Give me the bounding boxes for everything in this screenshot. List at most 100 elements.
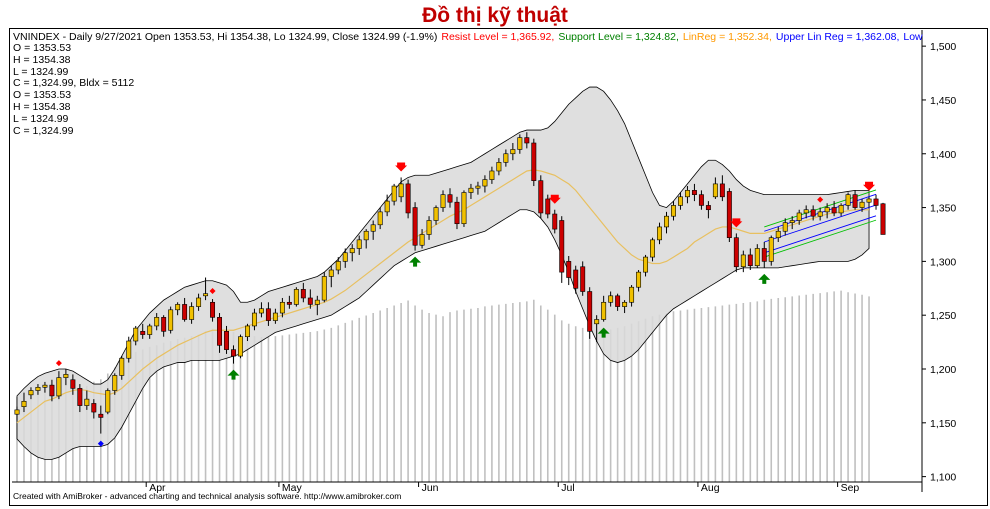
candle-body [28, 390, 34, 396]
header-upper: Upper Lin Reg = 1,362.08, [775, 31, 900, 43]
resist-diamond-marker [209, 288, 216, 295]
ohlc-line: L = 1324.99 [13, 112, 69, 125]
candle-body [21, 400, 27, 407]
candle-body [517, 137, 523, 150]
candle-body [440, 194, 446, 208]
bollinger-band [16, 86, 870, 460]
x-tick-label: Jun [422, 482, 439, 494]
candle-body [168, 309, 174, 331]
candle-body [705, 205, 711, 211]
candle-body [196, 297, 202, 307]
candle-body [684, 190, 690, 198]
page-title: Đồ thị kỹ thuật [422, 4, 568, 27]
y-tick-label: 1,300 [930, 256, 956, 268]
candle-body [328, 269, 334, 277]
candle-body [566, 261, 572, 278]
candle-body [189, 306, 195, 320]
x-tick-label: May [282, 482, 303, 494]
candle-body [342, 252, 348, 262]
candle-body [866, 198, 872, 203]
candle-body [733, 237, 739, 268]
ohlc-readout: O = 1353.53 H = 1354.38 L = 1324.99 C = … [13, 42, 135, 137]
candle-body [35, 386, 41, 391]
header-linreg: LinReg = 1,352.34, [682, 31, 772, 43]
candle-body [119, 357, 125, 376]
candle-body [650, 239, 655, 258]
candle-body [363, 230, 369, 241]
candle-body [559, 220, 565, 273]
regression-channel-line [764, 215, 877, 254]
candle-body [398, 183, 404, 198]
candle-body [587, 291, 593, 332]
candle-body [140, 331, 146, 335]
regression-channel-line [764, 219, 877, 258]
candle-body [698, 194, 704, 206]
candle-body [238, 336, 243, 357]
candle-body [426, 220, 432, 235]
y-tick-label: 1,400 [930, 149, 956, 161]
candle-body [657, 226, 662, 241]
y-tick-label: 1,200 [930, 364, 956, 376]
resist-arrow-marker [548, 194, 561, 204]
candle-body [286, 301, 292, 305]
candle-body [126, 340, 132, 359]
ohlc-line: O = 1353.53 [13, 42, 72, 54]
candle-body [419, 234, 425, 246]
support-arrow-marker [758, 273, 771, 284]
candle-body [224, 331, 229, 350]
ohlc-line: L = 1324.99 [13, 65, 69, 78]
candle-body [49, 384, 55, 397]
candle-body [552, 213, 558, 230]
candle-body [664, 215, 669, 228]
candle-body [796, 212, 802, 221]
regression-channel-line [764, 204, 877, 243]
candle-body [629, 286, 635, 303]
candle-body [133, 327, 139, 342]
candle-body [636, 271, 642, 288]
candle-body [643, 256, 649, 273]
candle-body [56, 377, 62, 397]
candle-body [503, 153, 509, 163]
candle-body [678, 196, 683, 206]
resist-arrow-marker [730, 218, 743, 228]
candle-body [775, 230, 781, 239]
candle-body [838, 205, 844, 214]
candle-body [524, 137, 530, 144]
candle-body [615, 295, 621, 307]
support-diamond-marker [97, 440, 104, 447]
candle-body [42, 384, 48, 388]
candle-body [468, 187, 474, 193]
ohlc-line: H = 1354.38 [13, 53, 71, 66]
candle-body [461, 192, 467, 225]
y-tick-label: 1,150 [930, 418, 956, 430]
y-tick-label: 1,250 [930, 310, 956, 322]
candle-body [203, 293, 209, 297]
candle-body [740, 254, 746, 268]
candle-body [182, 304, 188, 320]
candle-body [538, 180, 544, 214]
candle-body [573, 269, 579, 289]
candle-body [496, 162, 502, 172]
header-lower: Lowe [903, 31, 923, 43]
x-tick-label: Aug [701, 482, 720, 494]
candle-body [77, 388, 83, 406]
candle-body [873, 198, 879, 206]
candle-body [161, 317, 167, 332]
candle-body [754, 248, 760, 266]
candle-body [175, 304, 181, 311]
candle-body [824, 207, 830, 213]
candle-body [447, 194, 453, 203]
candle-body [601, 301, 607, 320]
ohlc-line: C = 1,324.99, Bldx = 5112 [13, 77, 135, 90]
ohlc-line: H = 1354.38 [13, 100, 71, 113]
footer-credit: Created with AmiBroker - advanced charti… [13, 491, 402, 501]
candle-body [314, 299, 320, 305]
candle-body [475, 185, 481, 189]
candle-body [433, 207, 439, 221]
resist-diamond-marker [55, 360, 62, 367]
candle-body [768, 237, 774, 262]
candle-body [154, 317, 160, 327]
candle-body [84, 398, 90, 406]
header-support: Support Level = 1,324.82, [558, 31, 679, 43]
